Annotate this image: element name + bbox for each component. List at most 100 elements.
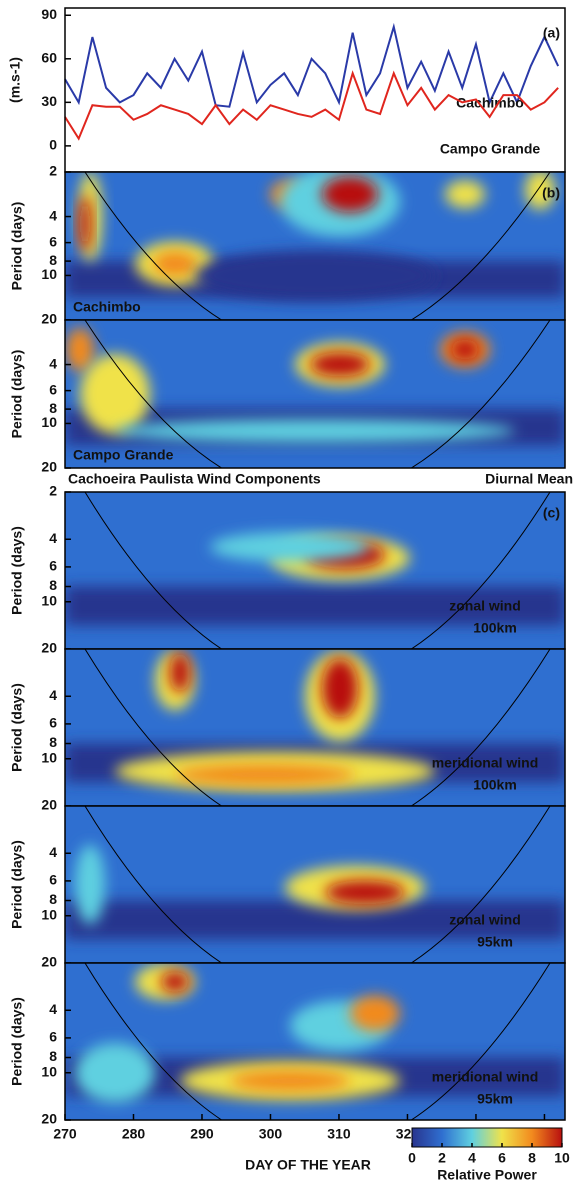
heatmap [65, 649, 565, 806]
y-tick-label: 10 [41, 1063, 57, 1079]
cone-of-influence [84, 963, 551, 1120]
panel-name: zonal wind [449, 598, 521, 614]
heatmap-blob [75, 1042, 155, 1103]
y-tick-label: 6 [49, 1029, 57, 1045]
y-tick-label: 20 [41, 311, 57, 327]
heatmap-band [65, 586, 565, 626]
heatmap-blob [75, 844, 105, 925]
y-axis-label: Period (days) [9, 683, 25, 772]
y-axis-label: Period (days) [9, 350, 25, 439]
y-tick-label: 8 [49, 577, 57, 593]
colorbar-label: Relative Power [437, 1167, 537, 1183]
heatmap-blob [66, 327, 94, 372]
colorbar-tick-label: 10 [554, 1150, 570, 1166]
heatmap-blob [153, 251, 197, 276]
y-tick-label: 60 [41, 49, 57, 65]
panel-label: (b) [542, 185, 560, 201]
y-tick-label: 8 [49, 1048, 57, 1064]
y-tick-label: 10 [41, 266, 57, 282]
line [64, 22, 560, 108]
y-axis-label: Period (days) [9, 840, 25, 929]
heatmap [65, 963, 565, 1120]
y-tick-label: 0 [49, 137, 57, 153]
y-tick-label: 10 [41, 414, 57, 430]
cone-of-influence [84, 649, 551, 806]
y-tick-label: 20 [41, 640, 57, 656]
cone-of-influence [84, 492, 551, 649]
y-tick-label: 10 [41, 906, 57, 922]
heatmap-blob [325, 880, 405, 905]
heatmap-blob [195, 250, 435, 301]
cone-of-influence [84, 806, 551, 963]
y-tick-label: 4 [49, 530, 57, 546]
y-tick-label: 4 [49, 687, 57, 703]
y-axis-label: Period (days) [9, 526, 25, 615]
heatmap-blob [525, 172, 555, 210]
plot-frame [64, 962, 566, 1121]
heatmap-blob [322, 658, 358, 719]
y-tick-label: 6 [49, 715, 57, 731]
panel-name: zonal wind [449, 912, 521, 928]
y-tick-label: 8 [49, 891, 57, 907]
plot-frame [64, 319, 566, 469]
heatmap-blob [161, 971, 189, 992]
heatmap [65, 806, 565, 963]
heatmap-blob [210, 531, 370, 562]
heatmap-blob [350, 995, 400, 1032]
colorbar-tick-label: 0 [408, 1150, 416, 1166]
section-title: Cachoeira Paulista Wind Components [68, 471, 321, 487]
y-tick-label: 6 [49, 872, 57, 888]
heatmap-blob [170, 652, 190, 693]
y-tick-label: 2 [49, 483, 57, 499]
y-axis-label: Period (days) [9, 202, 25, 291]
y-tick-label: 6 [49, 558, 57, 574]
y-tick-label: 2 [49, 163, 57, 179]
cone-of-influence [84, 172, 551, 320]
heatmap-blob [79, 195, 91, 252]
y-tick-label: 8 [49, 252, 57, 268]
heatmap-blob [175, 764, 355, 785]
heatmap-blob [322, 176, 378, 213]
y-axis-label: Period (days) [9, 997, 25, 1086]
panel-label: (c) [543, 505, 560, 521]
y-tick-label: 10 [41, 749, 57, 765]
x-tick-label: 300 [259, 1126, 283, 1142]
y-tick-label: 4 [49, 1001, 57, 1017]
heatmap-blob [230, 1070, 350, 1091]
section-subtitle: Diurnal Mean [485, 471, 573, 487]
heatmap [65, 172, 565, 320]
heatmap-blob [451, 339, 479, 360]
y-tick-label: 6 [49, 381, 57, 397]
y-axis-label: (m.s-1) [7, 57, 23, 103]
cone-of-influence [84, 320, 551, 468]
heatmap-blob [445, 180, 485, 209]
y-tick-label: 6 [49, 233, 57, 249]
line [64, 70, 559, 141]
y-tick-label: 4 [49, 355, 57, 371]
heatmap [65, 320, 565, 468]
x-axis-label: DAY OF THE YEAR [245, 1157, 371, 1173]
y-tick-label: 20 [41, 1111, 57, 1127]
y-tick-label: 90 [41, 6, 57, 22]
heatmap-blob [310, 352, 370, 377]
panel-name: Campo Grande [73, 447, 174, 463]
panel-name: meridional wind [432, 755, 539, 771]
x-tick-label: 280 [122, 1126, 146, 1142]
panel-name: Cachimbo [73, 299, 141, 315]
panel-name: meridional wind [432, 1069, 539, 1085]
panel-name: 100km [473, 620, 517, 636]
y-tick-label: 8 [49, 400, 57, 416]
x-tick-label: 310 [327, 1126, 351, 1142]
y-tick-label: 10 [41, 592, 57, 608]
x-tick-label: 270 [53, 1126, 77, 1142]
colorbar-tick-label: 2 [438, 1150, 446, 1166]
panel-name: 95km [477, 934, 513, 950]
heatmap [65, 492, 565, 649]
panel-label: (a) [543, 25, 560, 41]
y-tick-label: 20 [41, 954, 57, 970]
colorbar-tick-label: 6 [498, 1150, 506, 1166]
heatmap-blob [80, 354, 150, 434]
y-tick-label: 4 [49, 844, 57, 860]
panel-name: 100km [473, 777, 517, 793]
